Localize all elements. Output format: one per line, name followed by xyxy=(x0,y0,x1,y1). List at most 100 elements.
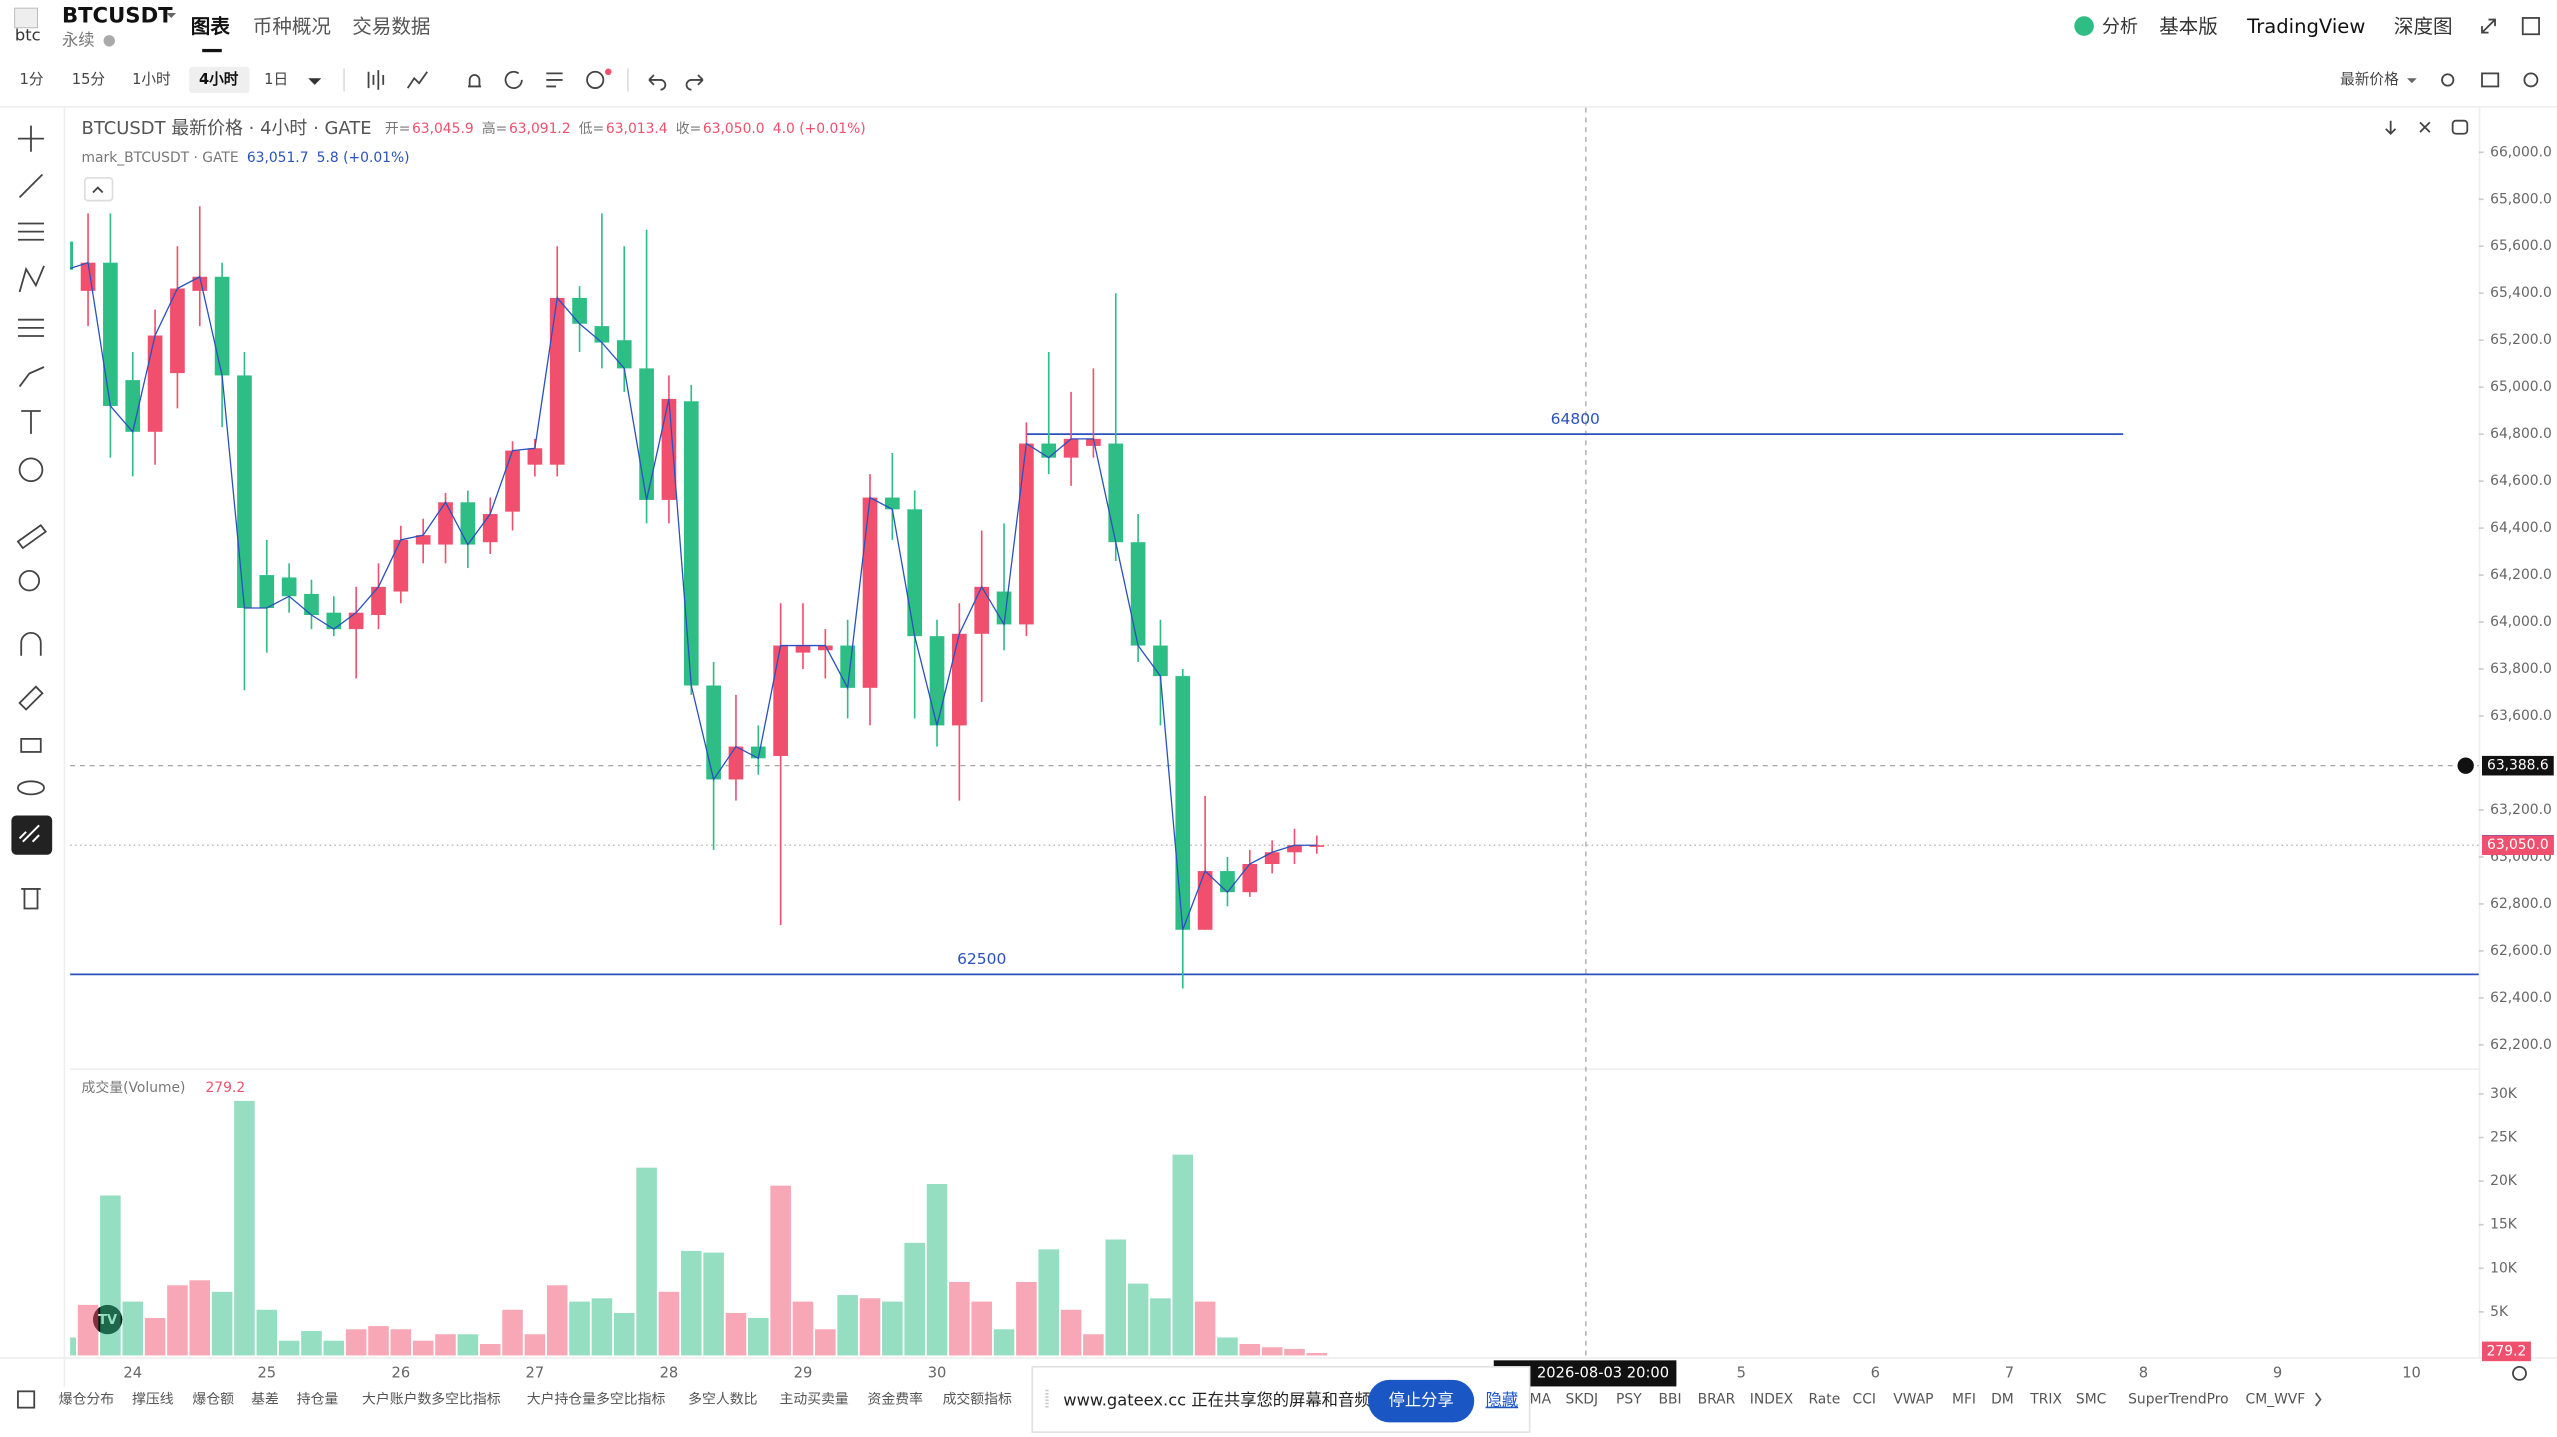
interval[interactable]: 1分 xyxy=(20,71,44,88)
axis-settings[interactable] xyxy=(2512,1365,2527,1381)
ruler-tool[interactable] xyxy=(16,523,47,550)
replay-icon[interactable] xyxy=(504,70,523,89)
alert-icon[interactable] xyxy=(468,74,482,88)
header-link[interactable]: 基本版 xyxy=(2159,15,2218,38)
stop-share-button[interactable] xyxy=(1368,1379,1475,1423)
x-tick-label: 29 xyxy=(794,1364,813,1381)
zoom-tool[interactable] xyxy=(18,569,41,592)
indicator-tab[interactable]: 多空人数比 xyxy=(688,1390,757,1407)
trendline-tool[interactable] xyxy=(18,173,44,198)
indicator-tab[interactable]: BBI xyxy=(1658,1391,1681,1407)
tab[interactable]: 币种概况 xyxy=(253,15,331,38)
indicator-tab[interactable]: 成交额指标 xyxy=(943,1390,1012,1407)
calendar-icon[interactable] xyxy=(17,1390,36,1409)
undo-icon[interactable] xyxy=(648,74,667,91)
volume-bar xyxy=(658,1291,680,1356)
indicator-tab[interactable]: 爆仓额 xyxy=(192,1391,234,1407)
brush-tool[interactable] xyxy=(18,366,45,388)
settings-icon[interactable] xyxy=(2523,72,2539,88)
more-indicators[interactable] xyxy=(2314,1392,2322,1407)
candle-body xyxy=(683,401,699,686)
x-tick-label: 8 xyxy=(2139,1364,2148,1381)
interval[interactable]: 15分 xyxy=(72,71,106,88)
indicator-tab[interactable]: MFI xyxy=(1952,1391,1976,1407)
indicator-tab[interactable]: Rate xyxy=(1808,1391,1840,1407)
indicator-tab[interactable]: 撑压线 xyxy=(132,1391,174,1407)
header-link[interactable]: 分析 xyxy=(2102,17,2138,38)
tab[interactable]: 交易数据 xyxy=(352,15,430,38)
price-source-caret[interactable] xyxy=(2406,78,2417,84)
drawing-tools xyxy=(11,125,53,910)
expand-icon[interactable] xyxy=(2481,18,2496,34)
interval-caret[interactable] xyxy=(308,78,322,85)
crosshair-tool[interactable] xyxy=(17,125,45,152)
indicator-tab[interactable]: SKDJ xyxy=(1566,1391,1599,1407)
volume-bar xyxy=(748,1317,769,1356)
x-tick-label: 30 xyxy=(928,1364,947,1381)
emoji-tool[interactable] xyxy=(18,457,44,483)
indicator-tab[interactable]: DM xyxy=(1991,1391,2014,1407)
fib-tool[interactable] xyxy=(17,318,45,337)
indicator-tab[interactable]: 持仓量 xyxy=(297,1391,339,1407)
candle-type-icon[interactable] xyxy=(367,70,385,90)
visibility-tool[interactable] xyxy=(17,780,45,796)
indicator-tab[interactable]: VWAP xyxy=(1893,1391,1933,1407)
template-icon[interactable] xyxy=(546,72,563,88)
symbol-caret[interactable] xyxy=(166,13,177,18)
header-link[interactable]: 深度图 xyxy=(2394,15,2453,38)
indicator-tab[interactable]: TRIX xyxy=(2029,1391,2062,1407)
indicator-tab[interactable]: 爆仓分布 xyxy=(59,1391,115,1407)
candle-body xyxy=(862,497,878,688)
link-tool-active[interactable] xyxy=(11,815,53,855)
indicator-tab[interactable]: INDEX xyxy=(1750,1391,1794,1407)
indicator-tab[interactable]: SuperTrendPro xyxy=(2128,1391,2229,1407)
channel-tool[interactable] xyxy=(17,222,45,241)
last-price-tag xyxy=(2481,835,2554,856)
x-tick-label: 10 xyxy=(2402,1364,2421,1381)
volume-bar xyxy=(792,1301,814,1356)
info-icon[interactable] xyxy=(103,35,115,47)
interval[interactable]: 1小时 xyxy=(132,71,171,88)
indicator-tab[interactable]: 资金费率 xyxy=(868,1390,924,1407)
header-link[interactable]: TradingView xyxy=(2246,15,2365,38)
ai-icon[interactable] xyxy=(2074,16,2094,36)
lock-draw-tool[interactable] xyxy=(18,685,44,711)
stop-share-label[interactable]: 停止分享 xyxy=(1389,1391,1454,1410)
indicator-tab[interactable]: 大户持仓量多空比指标 xyxy=(527,1390,666,1407)
indicator-tab[interactable]: PSY xyxy=(1616,1391,1642,1407)
indicator-tab[interactable]: BRAR xyxy=(1698,1391,1736,1407)
indicator-icon[interactable] xyxy=(406,71,428,89)
symbol[interactable]: BTCUSDT xyxy=(62,2,173,27)
add-alert-button[interactable] xyxy=(2457,757,2474,774)
candle-body xyxy=(1086,438,1101,446)
tab[interactable]: 图表 xyxy=(191,15,231,38)
candle-body xyxy=(170,288,185,374)
indicator-tab[interactable]: CCI xyxy=(1853,1391,1876,1407)
text-tool[interactable] xyxy=(21,410,41,434)
indicator-tab[interactable]: SMC xyxy=(2076,1391,2106,1407)
volume-bar xyxy=(1016,1281,1037,1356)
camera-icon[interactable] xyxy=(2481,72,2500,88)
redo-icon[interactable] xyxy=(685,74,704,91)
candle-body xyxy=(974,586,990,634)
indicator-tab[interactable]: 主动买卖量 xyxy=(779,1391,848,1407)
magnet-tool[interactable] xyxy=(20,631,42,656)
interval[interactable]: 1日 xyxy=(264,71,288,88)
reset-icon[interactable] xyxy=(2451,119,2469,135)
compare-icon[interactable] xyxy=(2419,121,2431,133)
delete-tool[interactable] xyxy=(21,888,41,910)
add-icon[interactable] xyxy=(586,70,605,89)
price-source[interactable]: 最新价格 xyxy=(2340,71,2399,88)
scroll-latest-icon[interactable] xyxy=(2385,120,2397,136)
lock-tool[interactable] xyxy=(20,737,42,753)
indicator-tab[interactable]: MA xyxy=(1530,1391,1552,1407)
indicator-tab[interactable]: 基差 xyxy=(251,1390,279,1407)
indicator-tab[interactable]: CM_WVF xyxy=(2246,1391,2306,1407)
fullscreen-icon[interactable] xyxy=(2521,17,2540,36)
search-icon[interactable] xyxy=(2441,73,2455,87)
interval[interactable]: 4小时 xyxy=(199,71,239,88)
hide-link[interactable]: 隐藏 xyxy=(1486,1391,1519,1410)
indicator-tab[interactable]: 大户账户数多空比指标 xyxy=(362,1390,501,1407)
pattern-tool[interactable] xyxy=(18,265,45,293)
volume-bar xyxy=(1105,1239,1127,1356)
